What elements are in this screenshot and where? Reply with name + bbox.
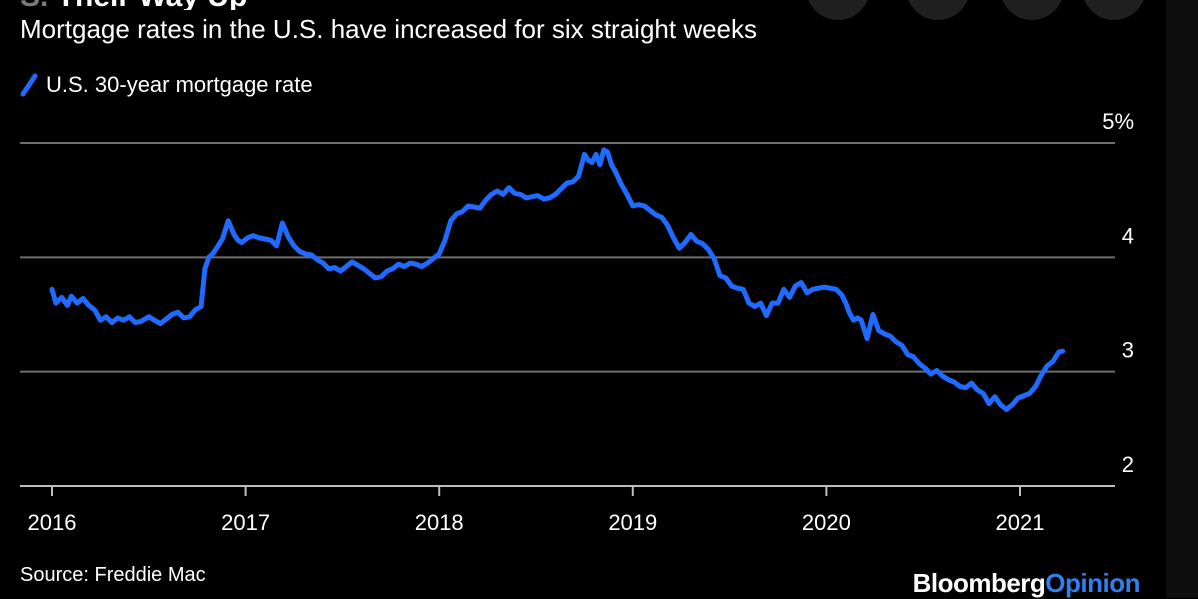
- source-note: Source: Freddie Mac: [20, 564, 206, 586]
- brand-bloomberg: Bloomberg: [912, 568, 1046, 598]
- x-tick-label: 2019: [608, 510, 657, 535]
- toolbar-button-3[interactable]: [1000, 0, 1064, 20]
- x-tick-label: 2017: [221, 510, 270, 535]
- x-tick-label: 2016: [28, 510, 77, 535]
- brand-logo: BloombergOpinion: [912, 568, 1141, 599]
- toolbar-button-1[interactable]: [806, 0, 870, 20]
- clipped-headline-text: Their Way Up: [57, 0, 248, 10]
- legend-swatch: [20, 73, 38, 97]
- scrollbar[interactable]: [1166, 0, 1198, 598]
- brand-opinion: Opinion: [1045, 568, 1140, 598]
- y-tick-label: 4: [1122, 223, 1134, 248]
- x-tick-label: 2020: [802, 510, 851, 535]
- clipped-headline: S. Their Way Up: [20, 0, 247, 10]
- toolbar-button-2[interactable]: [906, 0, 970, 20]
- clipped-headline-prefix: S.: [20, 0, 48, 10]
- legend: U.S. 30-year mortgage rate: [20, 72, 313, 98]
- top-toolbar: [0, 0, 1198, 20]
- legend-label: U.S. 30-year mortgage rate: [46, 72, 313, 97]
- chart-title: Mortgage rates in the U.S. have increase…: [20, 14, 758, 44]
- y-tick-label: 3: [1122, 338, 1134, 363]
- x-tick-label: 2018: [415, 510, 464, 535]
- y-tick-label: 5%: [1102, 109, 1134, 134]
- toolbar-button-4[interactable]: [1082, 0, 1146, 20]
- x-tick-label: 2021: [996, 510, 1045, 535]
- y-tick-label: 2: [1122, 452, 1134, 477]
- series-line-mortgage-rate: [49, 147, 1066, 412]
